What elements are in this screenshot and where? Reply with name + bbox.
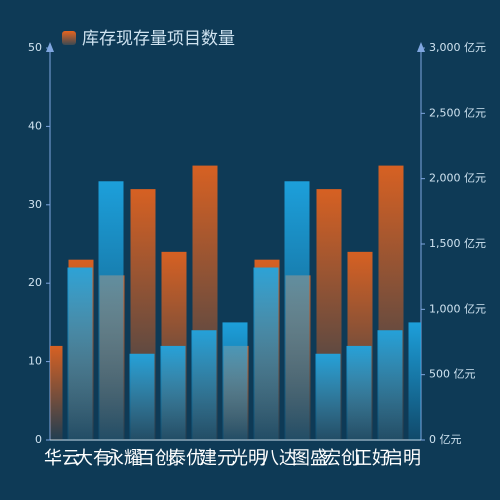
y2-axis-arrow: [417, 42, 425, 52]
y-tick-label: 20: [28, 276, 42, 289]
y-axis-arrow: [46, 42, 54, 52]
bar: [191, 330, 217, 440]
x-tick-label: 大有: [75, 448, 111, 469]
bar: [160, 345, 186, 440]
y2-tick-label: 2,000 亿元: [429, 172, 486, 185]
bar: [315, 353, 341, 440]
y2-tick-label: 2,500 亿元: [429, 106, 486, 119]
y2-tick-label: 1,000 亿元: [429, 302, 486, 315]
x-tick-label: 光明: [230, 448, 266, 469]
y-tick-label: 10: [28, 355, 42, 368]
y2-tick-label: 0 亿元: [429, 433, 462, 446]
bar: [408, 322, 421, 440]
bars: [50, 165, 421, 440]
bar: [284, 181, 310, 440]
legend-swatch: [62, 31, 76, 45]
legend-label: 库存现存量项目数量: [82, 29, 235, 49]
x-tick-label: 华云: [44, 448, 80, 469]
y2-tick-label: 500 亿元: [429, 368, 476, 381]
y-tick-label: 50: [28, 41, 42, 54]
bar: [346, 345, 372, 440]
y-tick-label: 0: [35, 433, 42, 446]
y2-tick-label: 3,000 亿元: [429, 41, 486, 54]
x-tick-label: 永耀: [106, 448, 142, 469]
x-tick-label: 八达: [261, 448, 297, 469]
x-tick-label: 图盛: [292, 448, 328, 469]
y2-tick-label: 1,500 亿元: [429, 237, 486, 250]
bar: [377, 330, 403, 440]
bar: [129, 353, 155, 440]
x-tick-label: 正好: [354, 448, 390, 469]
bar: [50, 345, 63, 440]
x-tick-label: 宏创: [323, 448, 359, 469]
bar: [67, 267, 93, 440]
x-tick-label: 建元: [199, 448, 235, 469]
bar: [98, 181, 124, 440]
bar: [222, 322, 248, 440]
x-tick-label: 泰优: [168, 448, 204, 469]
y-tick-label: 30: [28, 198, 42, 211]
y-tick-label: 40: [28, 119, 42, 132]
x-tick-label: 百创: [137, 448, 173, 469]
x-tick-label: 启明: [385, 448, 421, 469]
bar: [253, 267, 279, 440]
